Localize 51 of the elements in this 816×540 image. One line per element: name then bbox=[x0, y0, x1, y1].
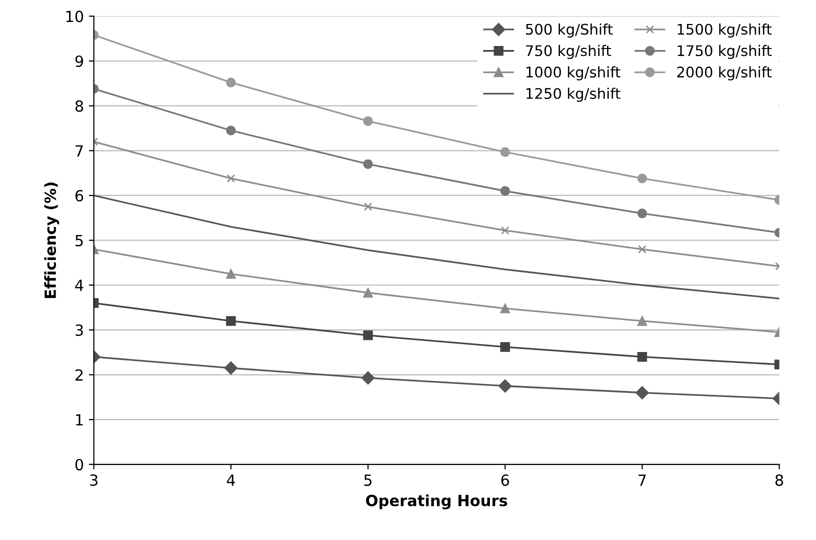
point bbox=[363, 288, 373, 298]
point bbox=[224, 361, 238, 375]
legend-label: 2000 kg/shift bbox=[677, 66, 772, 80]
point bbox=[363, 159, 373, 169]
legend-label: 1000 kg/shift bbox=[526, 66, 620, 80]
point bbox=[637, 174, 648, 184]
y-tick-label: 2 bbox=[76, 369, 83, 381]
point bbox=[226, 78, 236, 88]
point bbox=[226, 269, 236, 279]
point bbox=[637, 316, 648, 326]
point bbox=[498, 379, 512, 393]
y-tick-label: 4 bbox=[75, 280, 84, 291]
y-tick-label: 1 bbox=[76, 414, 83, 426]
point bbox=[638, 245, 646, 254]
legend-label: 1750 kg/shift bbox=[678, 44, 772, 60]
x-tick-label: 8 bbox=[775, 474, 784, 486]
legend-label: 1500 kg/shift bbox=[678, 23, 772, 38]
y-tick-label: 6 bbox=[75, 190, 84, 202]
point bbox=[500, 226, 510, 235]
x-tick-label: 7 bbox=[638, 474, 646, 486]
y-tick-label: 10 bbox=[66, 10, 84, 22]
x-tick-label: 6 bbox=[501, 474, 509, 486]
point bbox=[226, 316, 236, 326]
y-tick-label: 8 bbox=[75, 100, 84, 112]
y-tick-label: 5 bbox=[76, 234, 83, 246]
point bbox=[637, 208, 648, 218]
point bbox=[226, 174, 236, 183]
x-tick-label: 5 bbox=[364, 474, 372, 486]
point bbox=[636, 386, 649, 400]
y-tick-label: 3 bbox=[76, 324, 83, 336]
point bbox=[363, 116, 373, 126]
point bbox=[637, 352, 648, 362]
point bbox=[363, 330, 373, 340]
point bbox=[364, 202, 372, 211]
y-tick-label: 0 bbox=[75, 458, 84, 470]
y-tick-label: 7 bbox=[76, 145, 83, 156]
legend-label: 1250 kg/shift bbox=[526, 88, 620, 102]
point bbox=[500, 304, 510, 314]
point bbox=[500, 147, 510, 157]
x-axis-title: Operating Hours bbox=[366, 494, 508, 510]
line-series bbox=[94, 194, 780, 300]
legend-label: 750 kg/shift bbox=[526, 44, 612, 60]
point bbox=[226, 126, 236, 136]
y-tick-label: 9 bbox=[75, 55, 84, 68]
x-tick-label: 3 bbox=[90, 474, 98, 486]
point bbox=[500, 342, 510, 352]
point bbox=[500, 186, 510, 196]
x-tick-label: 4 bbox=[226, 474, 235, 486]
y-axis-title: Efficiency (%) bbox=[44, 182, 60, 298]
legend-label: 500 kg/Shift bbox=[526, 23, 613, 38]
point bbox=[361, 371, 375, 384]
